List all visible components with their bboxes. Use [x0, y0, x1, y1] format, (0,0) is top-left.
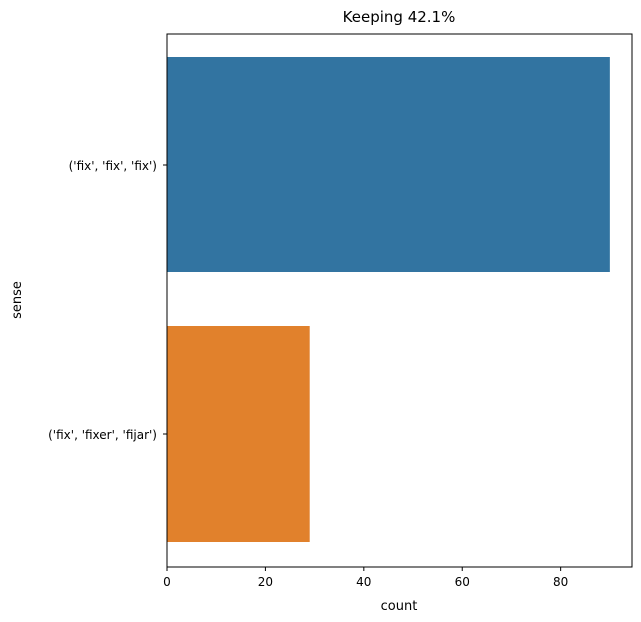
bar-fix-fixer-fijar [167, 326, 310, 542]
y-tick-label: ('fix', 'fixer', 'fijar') [48, 428, 157, 442]
plot-area [166, 33, 633, 568]
y-axis-label: sense [10, 281, 25, 319]
x-tick-label: 0 [163, 575, 171, 589]
x-tick-label: 20 [258, 575, 273, 589]
x-tick-label: 80 [553, 575, 568, 589]
y-axis: ('fix', 'fix', 'fix') ('fix', 'fixer', '… [48, 159, 167, 442]
x-tick-label: 40 [356, 575, 371, 589]
bar-fix-fix-fix [167, 57, 610, 272]
x-tick-label: 60 [455, 575, 470, 589]
chart-title: Keeping 42.1% [343, 8, 456, 26]
y-tick-label: ('fix', 'fix', 'fix') [69, 159, 157, 173]
x-axis-label: count [381, 599, 418, 614]
x-axis: 0 20 40 60 80 [163, 567, 568, 589]
plot-frame [166, 33, 633, 568]
